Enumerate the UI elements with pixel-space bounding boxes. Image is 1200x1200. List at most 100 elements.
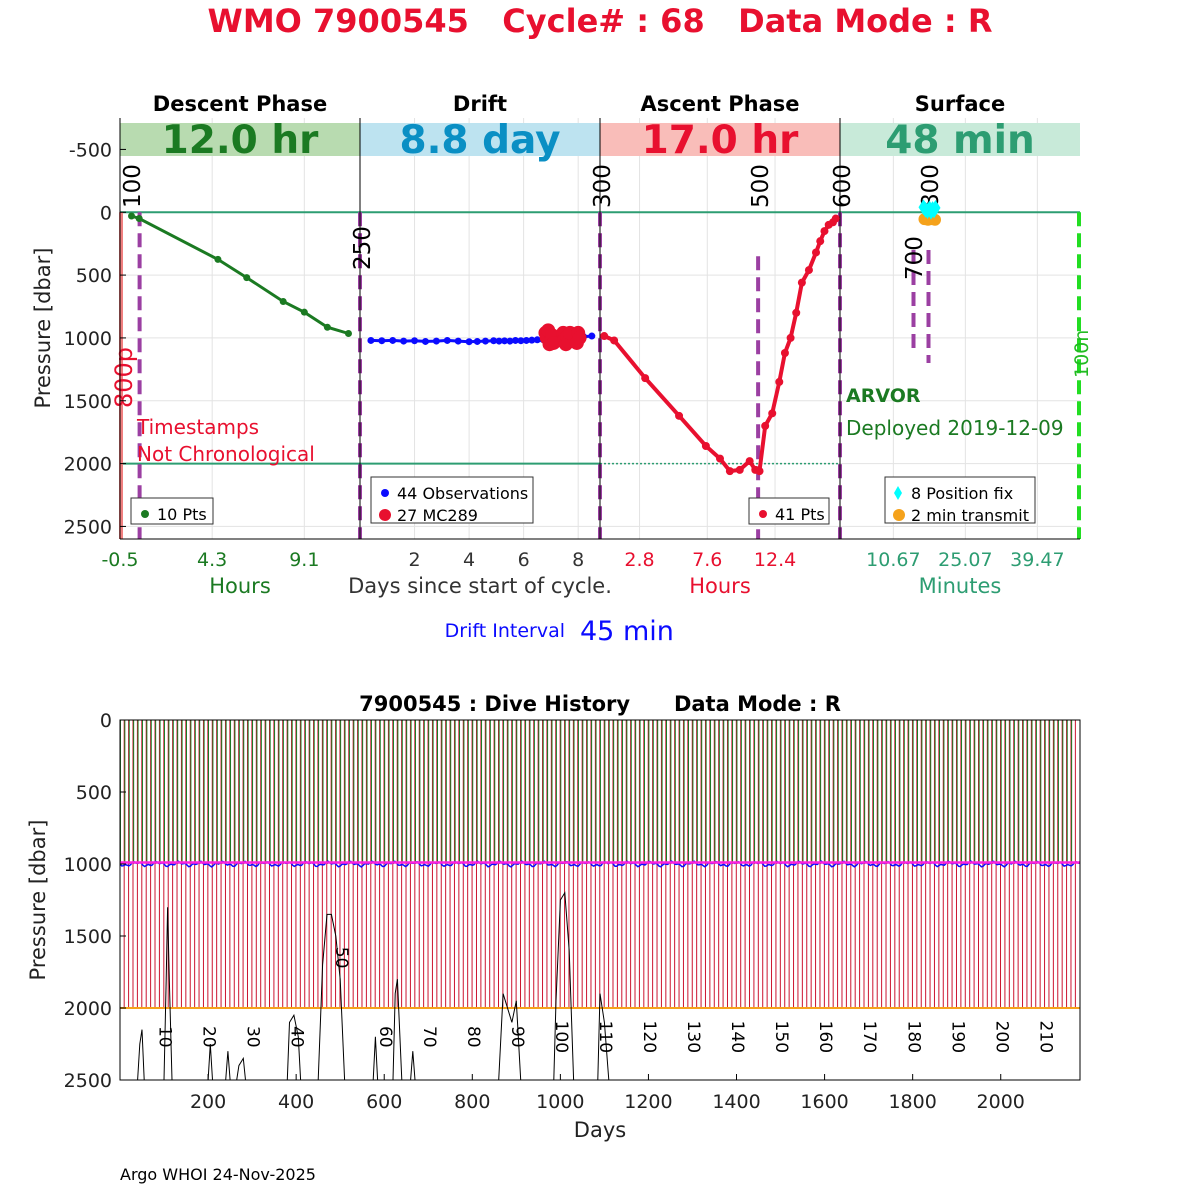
legend: 8 Position fix 2 min transmit	[884, 476, 1036, 525]
data-point	[735, 465, 744, 474]
data-point	[804, 266, 813, 275]
data-point	[588, 332, 596, 340]
phase-title: Drift	[453, 92, 507, 116]
x-tick-label: 39.47	[1010, 549, 1064, 571]
data-point	[421, 337, 429, 345]
y-axis-label: Pressure [dbar]	[26, 820, 50, 981]
legend-label: 8 Position fix	[911, 484, 1013, 503]
phase-duration: 17.0 hr	[642, 118, 800, 163]
data-point	[528, 336, 536, 344]
cycle-number-label: 60	[375, 1026, 395, 1048]
plot-frame	[119, 719, 1081, 1081]
x-axis-label: Days since start of cycle.	[348, 574, 612, 598]
dive-history-title: 7900545 : Dive History Data Mode : R	[359, 692, 841, 716]
phase-title: Surface	[915, 92, 1005, 116]
x-tick-label: 2000	[977, 1091, 1025, 1113]
x-tick-label: 1800	[888, 1091, 936, 1113]
data-point	[755, 467, 764, 476]
data-point	[495, 337, 503, 345]
cycle-number-label: 10	[155, 1026, 175, 1048]
y-tick-label: 1000	[64, 328, 112, 350]
legend-label: 27 MC289	[397, 506, 478, 525]
data-point	[279, 297, 287, 305]
descent-series	[128, 212, 352, 338]
cycle-number-label: 180	[903, 1021, 923, 1053]
x-axis-label: Minutes	[919, 574, 1002, 598]
data-point	[831, 214, 840, 223]
legend-label: 10 Pts	[157, 505, 207, 524]
data-point	[675, 411, 684, 420]
event-label: 300	[590, 164, 616, 208]
phase-duration: 12.0 hr	[162, 118, 320, 163]
data-point	[411, 337, 419, 345]
data-point	[506, 337, 514, 345]
data-point	[454, 337, 462, 345]
dive-history-chart: 7900545 : Dive History Data Mode : R 10 20…	[26, 692, 1081, 1142]
data-point	[797, 278, 806, 287]
cycle-number-label: 120	[639, 1021, 659, 1053]
legend-marker	[894, 486, 902, 500]
drift-interval-label: Drift Interval	[445, 620, 565, 642]
descent-start-bar	[119, 212, 123, 540]
figure-title: WMO 7900545 Cycle# : 68 Data Mode : R	[207, 2, 993, 40]
data-point	[761, 421, 770, 430]
event-markers: 100 250 300 500 600 700 800 100n	[120, 164, 1093, 539]
data-point	[344, 330, 352, 338]
x-axis-label: Hours	[209, 574, 271, 598]
cycle-number-label: 40	[287, 1026, 307, 1048]
y-tick-label: 500	[76, 265, 112, 287]
event-label: 100n	[1071, 330, 1093, 378]
data-point	[792, 308, 801, 317]
data-point	[511, 336, 519, 344]
phase-band	[600, 123, 840, 156]
ascent-series	[600, 214, 840, 476]
phase-duration: 48 min	[885, 118, 1035, 163]
x-tick-label: 4.3	[197, 549, 227, 571]
cycle-number-label: 160	[815, 1021, 835, 1053]
data-point	[768, 409, 777, 418]
data-point	[432, 337, 440, 345]
phase-title: Descent Phase	[153, 92, 327, 116]
data-point	[725, 467, 734, 476]
data-point	[780, 349, 789, 358]
data-point	[400, 337, 408, 345]
cycle-number-label: 90	[507, 1026, 527, 1048]
cycle-number-label: 70	[419, 1026, 439, 1048]
y-tick-label: 1500	[64, 926, 112, 948]
cycle-number-label: 80	[463, 1026, 483, 1048]
data-point	[786, 333, 795, 342]
event-label: 600	[830, 164, 856, 208]
x-tick-label: 2	[408, 549, 420, 571]
x-tick-label: 1400	[712, 1091, 760, 1113]
data-point	[775, 377, 784, 386]
event-label: 250	[350, 226, 376, 270]
x-tick-label: 12.4	[754, 549, 796, 571]
data-point	[300, 308, 308, 316]
park-depth-trace	[119, 860, 1081, 868]
data-point	[378, 337, 386, 345]
descent-series-line	[131, 214, 349, 335]
data-point	[745, 457, 754, 466]
data-point	[501, 337, 509, 345]
x-tick-label: 1600	[800, 1091, 848, 1113]
cycle-number-label: 200	[991, 1021, 1011, 1053]
x-tick-label: 7.6	[692, 549, 722, 571]
y-tick-label: 1500	[64, 391, 112, 413]
data-point	[517, 337, 525, 345]
footer-credit: Argo WHOI 24-Nov-2025	[120, 1165, 316, 1184]
legend-marker	[759, 510, 767, 518]
data-point	[243, 274, 251, 282]
y-tick-label: 2000	[64, 454, 112, 476]
data-point	[641, 374, 650, 383]
cycle-number-label: 170	[859, 1021, 879, 1053]
data-point	[812, 248, 820, 257]
x-tick-label: 2.8	[624, 549, 654, 571]
event-label: 500	[748, 164, 774, 208]
y-tick-label: 1000	[64, 854, 112, 876]
x-tick-label: 4	[463, 549, 475, 571]
x-tick-label: 400	[278, 1091, 314, 1113]
phase-band	[360, 123, 600, 156]
